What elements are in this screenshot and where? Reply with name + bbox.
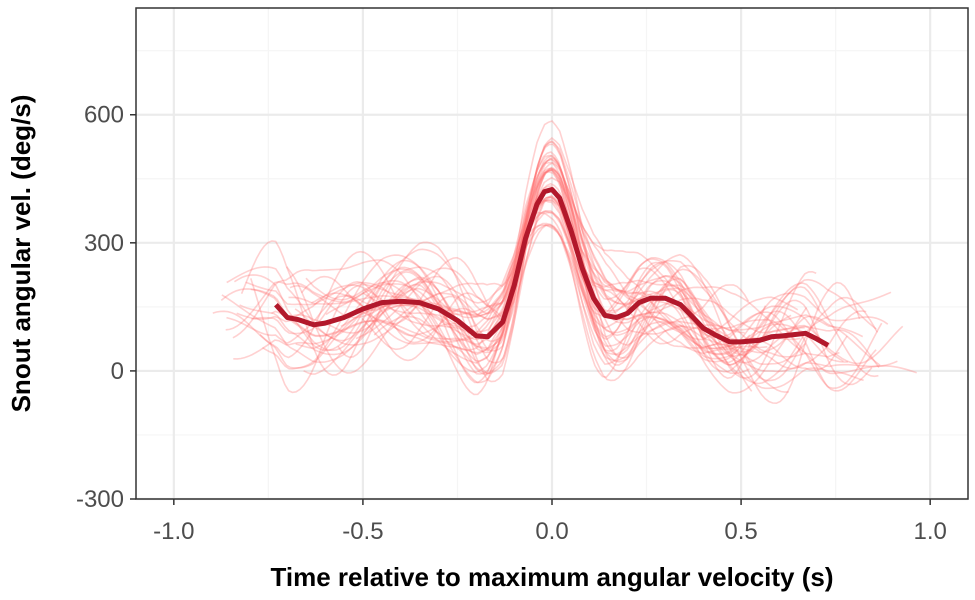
trial-trace (240, 176, 750, 383)
trial-trace (295, 143, 750, 384)
trial-trace (239, 224, 740, 363)
x-tick-label: -0.5 (342, 518, 383, 545)
mean-line (274, 187, 830, 348)
axes: -1.0 -0.5 0.0 0.5 1.0 -300 0 300 600 (76, 102, 947, 545)
trial-trace (362, 166, 817, 379)
individual-trial-traces (212, 120, 917, 405)
trial-trace (226, 137, 799, 352)
trial-trace (245, 211, 840, 364)
trial-trace (262, 223, 917, 375)
trial-trace (294, 168, 844, 362)
trial-trace (288, 224, 879, 378)
x-tick-label: -1.0 (153, 518, 194, 545)
trial-trace (345, 196, 873, 386)
trial-trace (373, 199, 803, 366)
trial-trace (233, 151, 877, 373)
y-tick-label: -300 (76, 486, 124, 513)
y-tick-label: 300 (84, 230, 124, 257)
trial-trace (226, 195, 768, 362)
trial-trace (361, 154, 877, 392)
trial-trace (221, 194, 881, 394)
trial-trace (250, 211, 861, 405)
trial-trace (233, 120, 879, 382)
trial-trace (362, 140, 806, 366)
y-axis-title: Snout angular vel. (deg/s) (6, 95, 36, 413)
trial-trace (212, 168, 808, 359)
trial-trace (325, 210, 792, 357)
x-tick-label: 0.0 (535, 518, 568, 545)
trial-trace (305, 198, 745, 342)
trial-trace (362, 161, 867, 370)
trial-trace (220, 222, 789, 393)
trial-trace (363, 199, 848, 363)
x-axis-title: Time relative to maximum angular velocit… (270, 562, 833, 592)
trial-trace (311, 167, 864, 390)
major-gridlines (136, 8, 968, 501)
y-tick-label: 0 (111, 358, 124, 385)
trial-trace (251, 196, 880, 373)
mean-trace (274, 187, 830, 348)
x-tick-label: 1.0 (913, 518, 946, 545)
trial-trace (259, 168, 889, 369)
y-tick-label: 600 (84, 102, 124, 129)
trial-trace (225, 167, 752, 366)
trial-trace (303, 171, 751, 375)
trial-trace (250, 141, 898, 373)
x-tick-label: 0.5 (724, 518, 757, 545)
trial-trace (232, 158, 892, 385)
